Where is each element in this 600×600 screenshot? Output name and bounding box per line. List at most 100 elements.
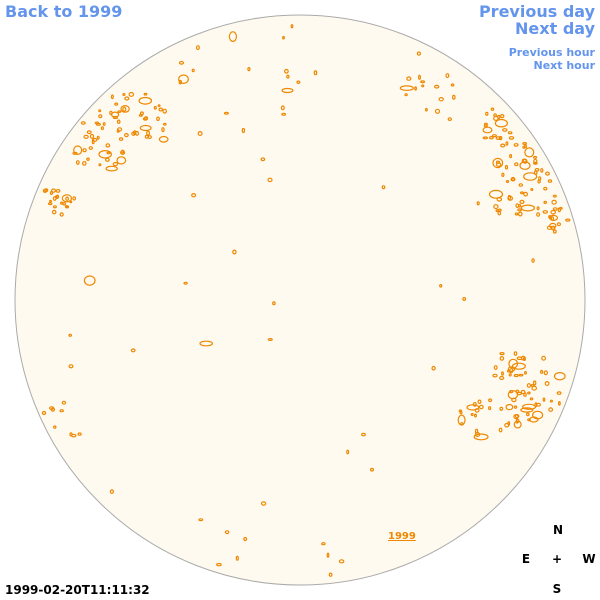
contour-mark: [83, 275, 96, 286]
contour-mark: [178, 60, 185, 65]
contour-mark: [519, 161, 531, 170]
contour-mark: [59, 212, 64, 217]
contour-mark: [104, 157, 110, 162]
contour-mark: [223, 111, 229, 115]
contour-mark: [498, 427, 503, 433]
contour-mark: [447, 117, 452, 121]
contour-mark: [61, 194, 73, 203]
contour-mark: [504, 164, 509, 170]
contour-mark: [476, 201, 480, 206]
next-hour-link[interactable]: Next hour: [533, 59, 596, 72]
contour-mark: [531, 258, 535, 263]
year-link[interactable]: 1999: [388, 531, 416, 542]
contour-mark: [346, 449, 350, 455]
contour-mark: [431, 365, 436, 371]
contour-mark: [114, 102, 119, 106]
contour-mark: [521, 403, 537, 410]
contour-mark: [499, 375, 505, 381]
contour-mark: [492, 373, 498, 378]
contour-mark: [53, 425, 57, 429]
contour-mark: [466, 404, 480, 411]
contour-mark: [482, 126, 493, 134]
contour-mark: [146, 130, 151, 136]
contour-mark: [439, 283, 443, 288]
contour-mark: [59, 409, 64, 413]
previous-hour-link[interactable]: Previous hour: [508, 46, 595, 59]
compass-north: N: [552, 523, 564, 537]
contour-mark: [195, 45, 200, 51]
contour-mark: [44, 188, 49, 193]
contour-mark: [98, 114, 103, 119]
contour-mark: [284, 68, 289, 74]
contour-mark: [197, 131, 203, 137]
contour-mark: [508, 373, 512, 377]
contour-mark: [438, 96, 444, 102]
contour-mark: [507, 421, 511, 426]
next-day-link[interactable]: Next day: [515, 19, 595, 38]
contour-mark: [178, 74, 189, 84]
back-to-year-link[interactable]: Back to 1999: [5, 2, 123, 21]
contour-mark: [414, 86, 418, 91]
compass-center: +: [551, 552, 563, 566]
contour-mark: [65, 196, 69, 201]
contour-mark: [122, 92, 126, 96]
contour-mark: [116, 129, 120, 133]
compass-south: S: [552, 582, 562, 596]
contour-mark: [77, 432, 82, 436]
contour-mark: [290, 24, 294, 29]
contour-mark: [68, 333, 73, 337]
contour-mark: [534, 168, 540, 172]
contour-mark: [523, 172, 538, 181]
contour-mark: [495, 136, 501, 141]
contour-mark: [98, 163, 102, 167]
contour-mark: [61, 400, 67, 405]
contour-mark: [499, 352, 505, 356]
contour-mark: [144, 134, 149, 139]
contour-mark: [513, 162, 519, 167]
contour-mark: [527, 391, 531, 395]
contour-mark: [511, 176, 516, 181]
contour-mark: [420, 80, 426, 84]
contour-mark: [462, 297, 467, 302]
contour-mark: [519, 199, 525, 204]
contour-mark: [517, 208, 522, 212]
contour-mark: [520, 204, 536, 212]
contour-mark: [511, 362, 526, 370]
contour-mark: [501, 371, 505, 376]
contour-mark: [94, 121, 100, 125]
contour-mark: [118, 137, 124, 141]
contour-mark: [494, 118, 508, 128]
observation-timestamp: 1999-02-20T11:11:32: [5, 583, 150, 597]
contour-mark: [62, 202, 67, 206]
contour-mark: [82, 148, 87, 153]
contour-mark: [489, 135, 494, 140]
contour-mark: [235, 555, 239, 561]
contour-mark: [124, 96, 130, 101]
contour-mark: [543, 370, 549, 376]
contour-mark: [549, 399, 554, 403]
contour-mark: [89, 133, 95, 139]
compass-west: W: [582, 552, 596, 566]
contour-mark: [493, 115, 499, 122]
contour-mark: [495, 160, 501, 164]
contour-mark: [544, 381, 550, 387]
contour-mark: [72, 151, 78, 155]
contour-mark: [100, 126, 105, 131]
contour-mark: [139, 111, 144, 116]
contour-mark: [513, 373, 519, 378]
contour-mark: [326, 552, 330, 558]
contour-mark: [530, 383, 535, 388]
contour-mark: [52, 205, 57, 209]
contour-mark: [139, 124, 152, 132]
contour-mark: [91, 139, 95, 145]
contour-mark: [198, 518, 204, 522]
contour-mark: [109, 489, 115, 494]
contour-mark: [130, 348, 136, 353]
contour-mark: [116, 119, 121, 124]
contour-mark: [216, 562, 222, 567]
contour-mark: [434, 108, 441, 114]
contour-mark: [507, 366, 516, 373]
contour-mark: [272, 301, 276, 306]
contour-mark: [338, 559, 345, 564]
previous-day-link[interactable]: Previous day: [478, 2, 595, 21]
